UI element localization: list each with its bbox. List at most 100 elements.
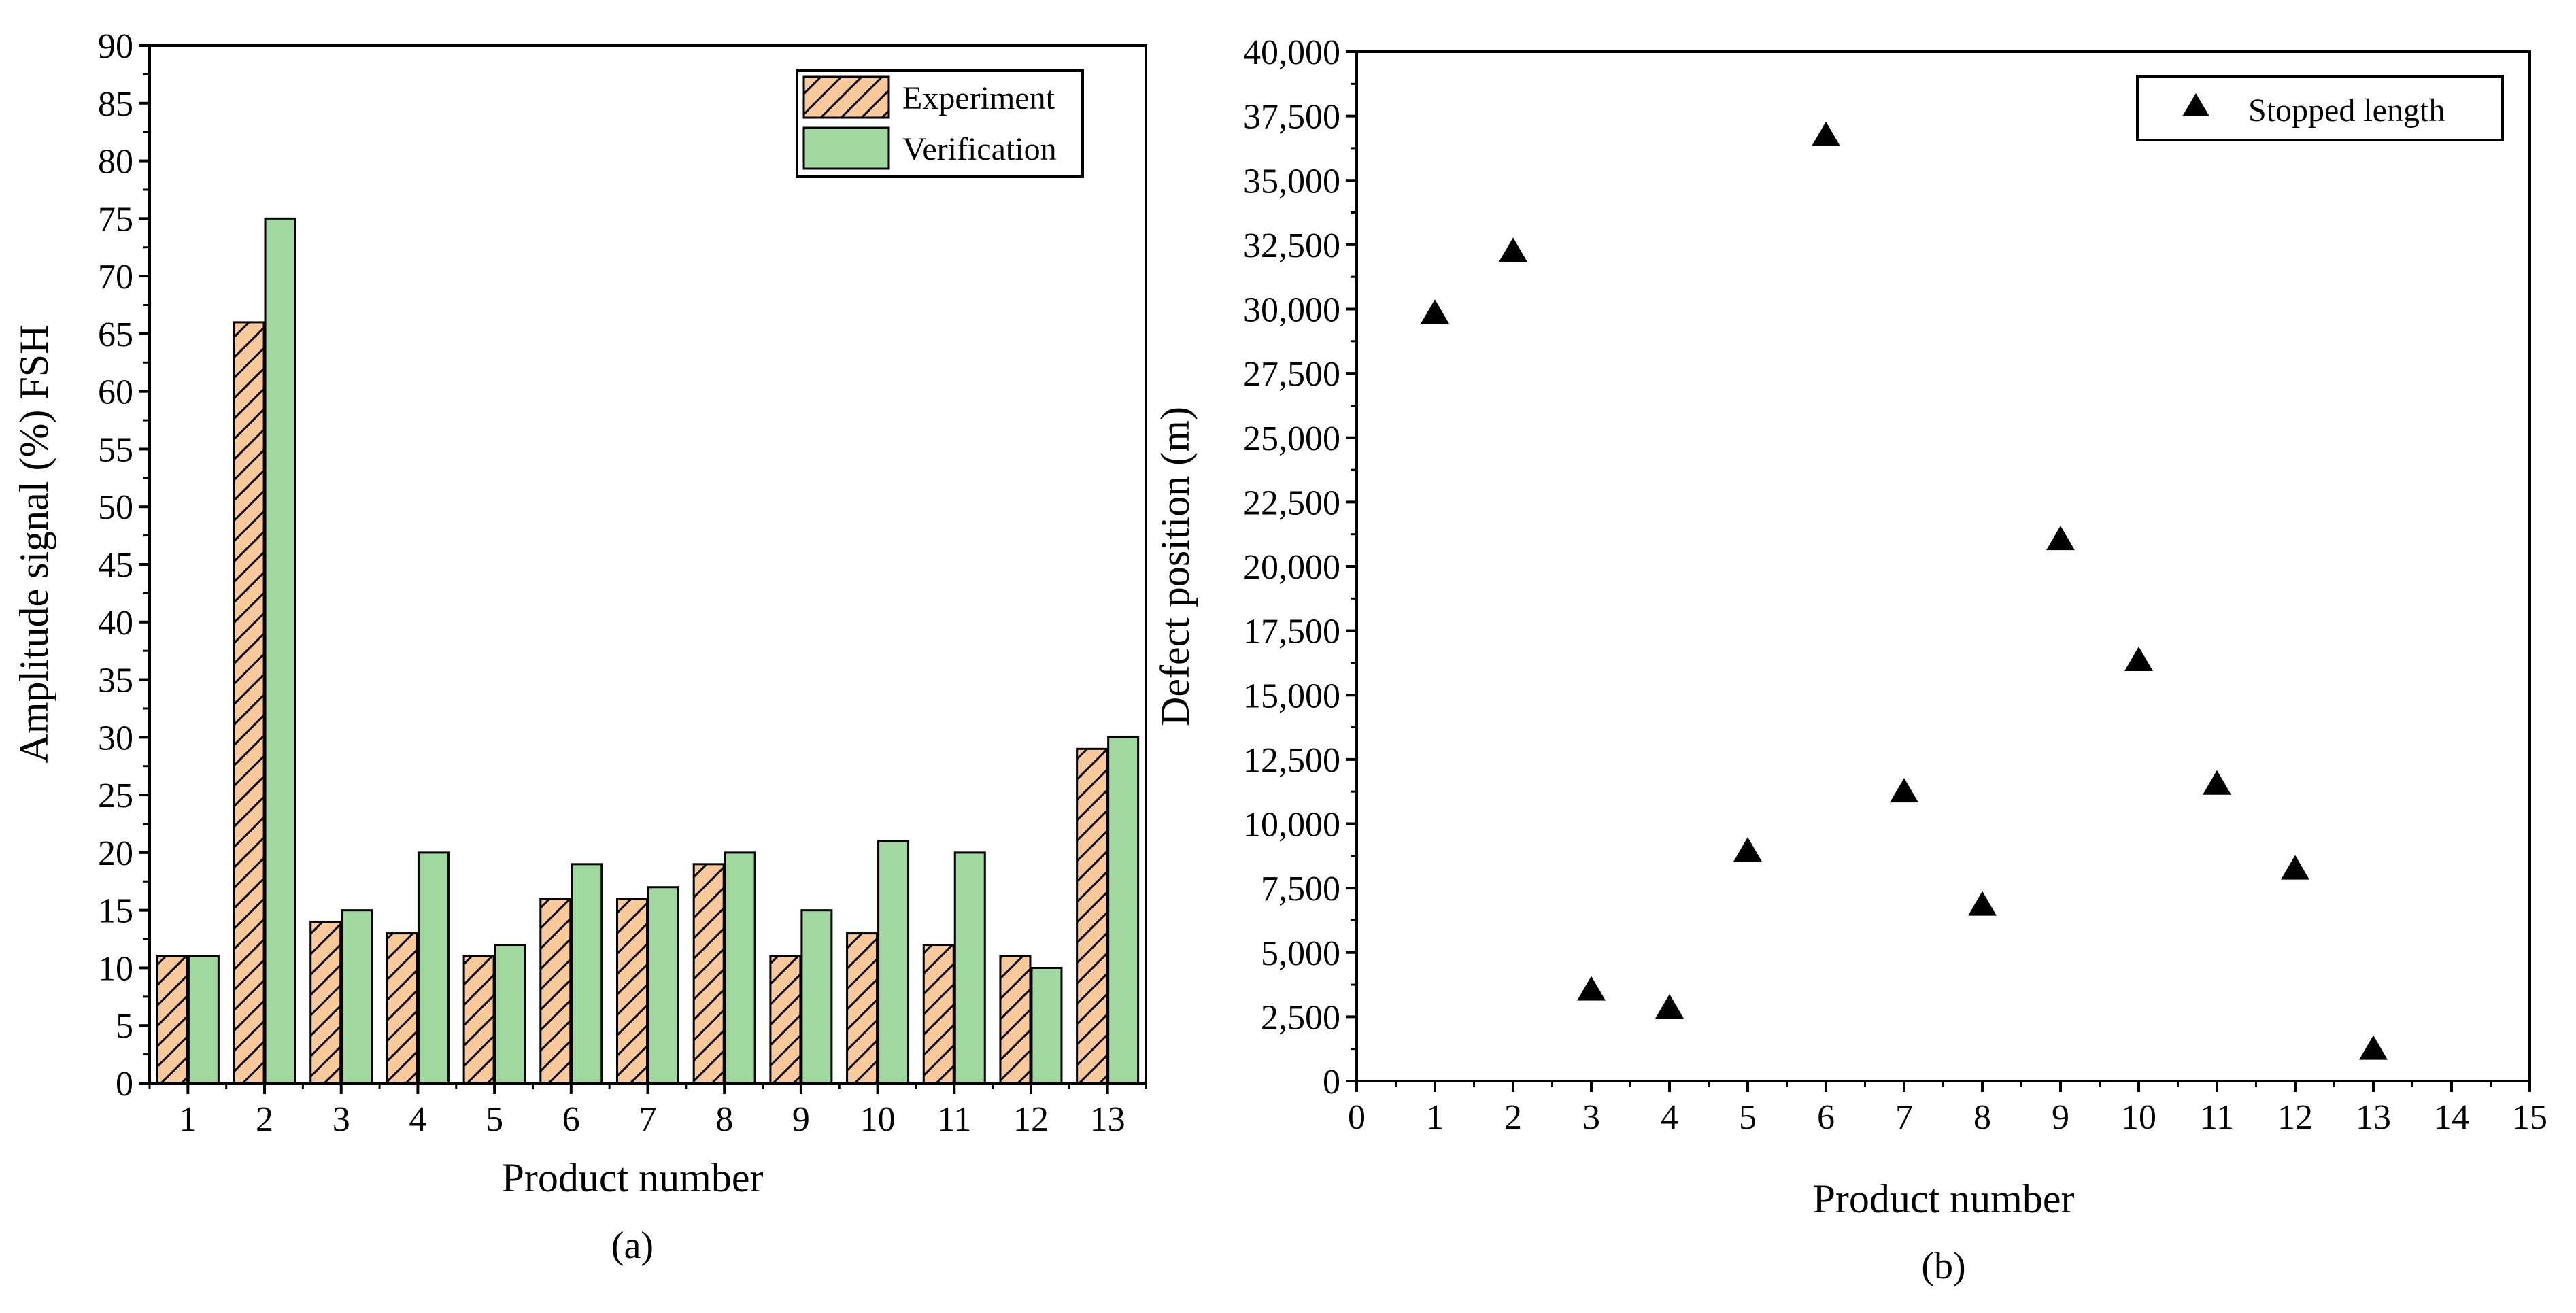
bar-experiment xyxy=(309,921,342,1085)
bar-verification xyxy=(647,886,679,1085)
scatter-series-group xyxy=(1421,121,2388,1060)
x-tick-label: 7 xyxy=(639,1100,657,1139)
scatter-point xyxy=(1890,778,1918,803)
scatter-chart-panel: 0 2,500 5,000 7,500 10,000 12,500 15,000 17,500… xyxy=(1153,33,2547,1287)
legend-label-stopped-length: Stopped length xyxy=(2248,92,2445,129)
x-tick-label: 7 xyxy=(1895,1098,1913,1137)
bar-experiment xyxy=(692,863,725,1085)
bar-experiment xyxy=(1076,747,1108,1085)
scatter-point xyxy=(2046,526,2075,551)
x-tick-label: 2 xyxy=(1504,1098,1522,1137)
x-tick-label: 14 xyxy=(2434,1098,2469,1137)
y-tick-label: 65 xyxy=(98,316,133,354)
y-tick-label: 15,000 xyxy=(1243,677,1340,715)
y-tick-label: 12,500 xyxy=(1243,741,1340,780)
x-tick-label: 3 xyxy=(1582,1098,1600,1137)
scatter-point xyxy=(1812,121,1840,146)
scatter-point xyxy=(2203,770,2231,795)
y-tick-label: 22,500 xyxy=(1243,483,1340,522)
y-tick-label: 10 xyxy=(98,949,133,988)
scatter-point xyxy=(1655,994,1684,1019)
bar-experiment xyxy=(846,932,879,1085)
legend-swatch-verification xyxy=(802,126,890,170)
y-tick-label: 30 xyxy=(98,719,133,757)
bar-experiment xyxy=(539,898,572,1085)
y-tick-label: 60 xyxy=(98,373,133,412)
y-tick-label: 35 xyxy=(98,662,133,700)
x-tick-label: 9 xyxy=(2052,1098,2069,1137)
y-tick-label: 70 xyxy=(98,258,133,296)
y-tick-label: 20,000 xyxy=(1243,548,1340,587)
x-tick-label: 5 xyxy=(1739,1098,1757,1137)
y-axis-title: Defect position (m) xyxy=(1153,407,1198,726)
scatter-point xyxy=(1733,837,1762,862)
y-tick-label: 75 xyxy=(98,200,133,239)
y-tick-label: 45 xyxy=(98,546,133,585)
scatter-point xyxy=(1968,891,1997,916)
y-tick-label: 0 xyxy=(1323,1063,1340,1102)
x-tick-label: 6 xyxy=(1817,1098,1835,1137)
bar-verification xyxy=(1030,966,1063,1085)
y-tick-label: 80 xyxy=(98,143,133,182)
x-tick-label: 4 xyxy=(409,1100,426,1139)
legend-label-experiment: Experiment xyxy=(902,80,1055,116)
bar-verification xyxy=(187,955,220,1085)
y-tick-label: 35,000 xyxy=(1243,162,1340,201)
bar-experiment xyxy=(616,898,648,1085)
bar-experiment xyxy=(233,321,265,1085)
y-tick-label: 5 xyxy=(116,1007,133,1046)
y-tick-label: 50 xyxy=(98,488,133,527)
y-tick-label: 37,500 xyxy=(1243,98,1340,137)
scatter-point xyxy=(1499,237,1527,262)
y-tick-label: 25,000 xyxy=(1243,420,1340,458)
bar-verification xyxy=(341,909,373,1085)
y-axis-title: Amplitude signal (%) FSH xyxy=(12,325,56,764)
y-tick-label: 32,500 xyxy=(1243,226,1340,265)
bar-verification xyxy=(877,840,910,1085)
bar-verification xyxy=(417,851,450,1085)
legend-marker-triangle xyxy=(2182,93,2209,116)
bar-experiment xyxy=(462,955,495,1085)
x-tick-label: 8 xyxy=(1973,1098,1991,1137)
bar-experiment xyxy=(769,955,802,1085)
y-tick-label: 20 xyxy=(98,834,133,873)
bar-experiment xyxy=(999,955,1032,1085)
bar-verification xyxy=(800,909,833,1085)
legend: Stopped length xyxy=(2136,75,2504,141)
x-tick-label: 10 xyxy=(2121,1098,2156,1137)
x-tick-label: 11 xyxy=(937,1100,971,1139)
x-tick-label: 2 xyxy=(256,1100,273,1139)
y-tick-label: 7,500 xyxy=(1261,870,1340,908)
scatter-point xyxy=(1421,299,1449,324)
x-tick-label: 13 xyxy=(2356,1098,2391,1137)
legend-label-verification: Verification xyxy=(902,131,1057,167)
bar-experiment xyxy=(156,955,188,1085)
y-tick-label: 40 xyxy=(98,604,133,643)
y-tick-label: 85 xyxy=(98,85,133,124)
y-tick-label: 15 xyxy=(98,892,133,931)
x-tick-label: 6 xyxy=(562,1100,580,1139)
scatter-point xyxy=(2359,1035,2388,1060)
x-tick-label: 12 xyxy=(2277,1098,2313,1137)
bar-verification xyxy=(494,944,526,1085)
y-tick-label: 55 xyxy=(98,430,133,469)
bar-series-group xyxy=(156,217,1140,1085)
x-tick-label: 0 xyxy=(1348,1098,1366,1137)
plot-frame xyxy=(1355,50,2531,1082)
y-tick-label: 90 xyxy=(98,27,133,66)
bar-verification xyxy=(571,863,603,1085)
x-tick-label: 11 xyxy=(2200,1098,2234,1137)
y-tick-label: 27,500 xyxy=(1243,355,1340,394)
x-tick-label: 5 xyxy=(486,1100,503,1139)
bar-verification xyxy=(1107,736,1140,1085)
panel-caption: (a) xyxy=(611,1225,654,1267)
x-tick-label: 3 xyxy=(333,1100,350,1139)
scatter-point xyxy=(1577,976,1606,1001)
scatter-point xyxy=(2124,647,2153,672)
bar-verification xyxy=(264,217,296,1085)
y-tick-label: 17,500 xyxy=(1243,613,1340,651)
x-tick-label: 8 xyxy=(715,1100,733,1139)
